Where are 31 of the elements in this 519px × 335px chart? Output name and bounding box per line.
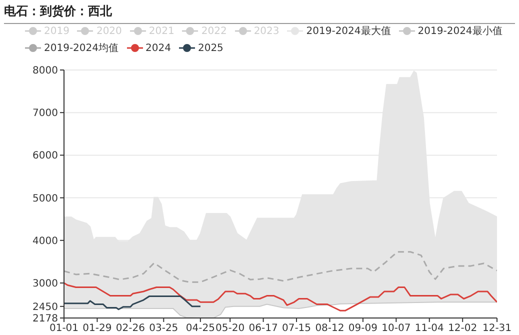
x-tick-label: 05-20 xyxy=(216,323,245,334)
x-tick-label: 06-17 xyxy=(248,323,278,334)
y-tick-label: 2178 xyxy=(32,314,58,325)
x-tick-label: 08-12 xyxy=(315,323,344,334)
x-tick-label: 10-07 xyxy=(382,323,411,334)
line-series xyxy=(64,295,202,310)
legend-label: 2025 xyxy=(198,42,224,54)
y-tick-label: 5000 xyxy=(32,193,58,204)
x-tick-label: 02-26 xyxy=(116,323,145,334)
y-tick-label: 8000 xyxy=(32,66,58,77)
x-tick-label: 11-04 xyxy=(414,323,444,334)
legend-label: 2019-2024均值 xyxy=(44,42,119,55)
y-tick-label: 3000 xyxy=(32,278,58,290)
line-series xyxy=(64,251,497,283)
x-tick-label: 01-29 xyxy=(82,323,112,334)
legend-label: 2019-2024最大值 xyxy=(306,24,391,38)
x-tick-label: 03-25 xyxy=(149,323,178,334)
x-tick-label: 04-25 xyxy=(186,323,215,334)
x-tick-label: 01-01 xyxy=(49,323,79,334)
x-tick-label: 12-02 xyxy=(448,323,478,334)
y-tick-label: 6000 xyxy=(32,150,58,162)
x-tick-label: 12-31 xyxy=(482,323,512,334)
legend-label: 2024 xyxy=(146,42,171,54)
chart-title: 电石：到货价：西北 xyxy=(4,3,515,24)
y-tick-label: 7000 xyxy=(32,108,58,120)
y-tick-label: 4000 xyxy=(32,236,58,247)
y-tick-label: 2450 xyxy=(32,302,58,313)
x-tick-label: 07-15 xyxy=(282,323,312,334)
x-tick-label: 09-09 xyxy=(348,323,378,334)
line-series xyxy=(64,282,497,312)
legend-label: 2019-2024最小值 xyxy=(418,24,502,38)
